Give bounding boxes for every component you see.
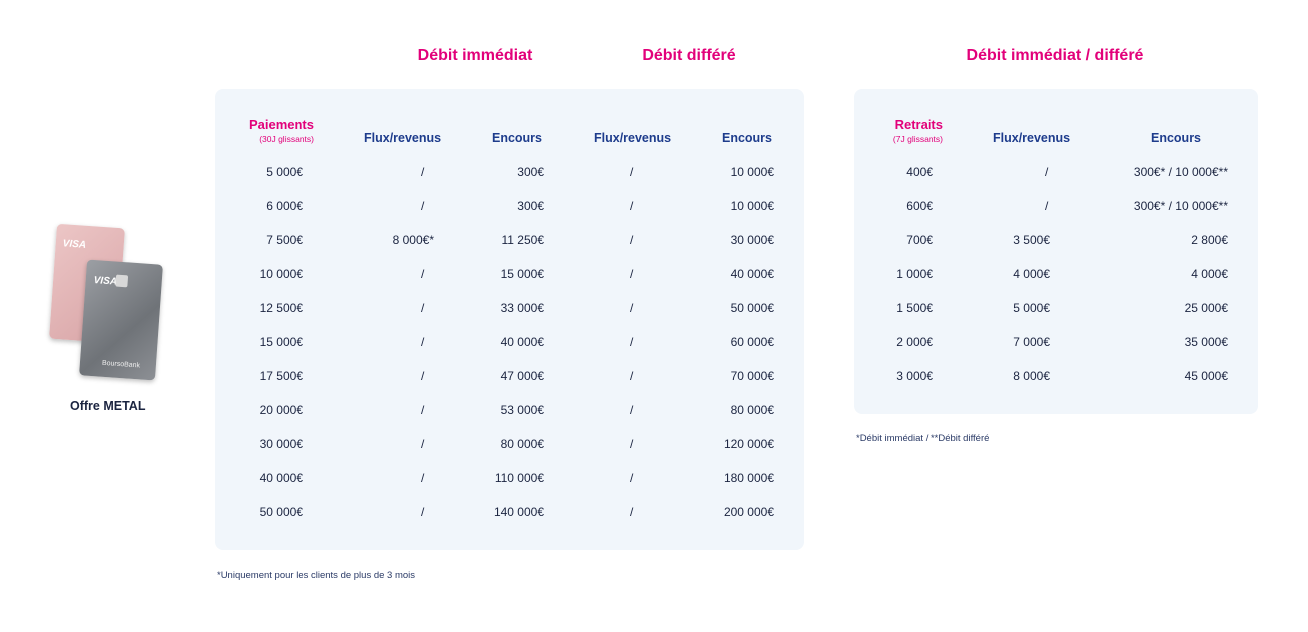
table-cell: / <box>630 403 634 417</box>
withdrawals-title: Retraits <box>894 117 943 132</box>
col-flux-immediate: Flux/revenus <box>364 131 442 145</box>
table-cell: 3 000€ <box>896 369 933 383</box>
table-cell: 10 000€ <box>730 165 774 179</box>
table-cell: / <box>421 505 425 519</box>
table-cell: / <box>421 267 425 281</box>
table-cell: 400€ <box>906 165 933 179</box>
table-cell: / <box>630 267 634 281</box>
col-encours-deferred: Encours <box>721 131 772 145</box>
table-cell: 40 000€ <box>259 471 303 485</box>
heading-deferred: Débit différé <box>642 47 736 64</box>
table-cell: 5 000€ <box>266 165 303 179</box>
table-cell: 4 000€ <box>1013 267 1050 281</box>
payments-footnote: *Uniquement pour les clients de plus de … <box>217 570 416 581</box>
payments-title: Paiements <box>248 117 314 132</box>
table-cell: / <box>630 471 634 485</box>
payments-subtitle: (30J glissants) <box>259 134 314 144</box>
withdrawals-footnote: *Débit immédiat / **Débit différé <box>856 433 990 444</box>
table-cell: 140 000€ <box>493 505 544 519</box>
withdrawals-panel <box>854 89 1258 414</box>
table-cell: 40 000€ <box>500 335 544 349</box>
table-cell: 47 000€ <box>500 369 544 383</box>
table-cell: 35 000€ <box>1184 335 1228 349</box>
table-cell: 200 000€ <box>723 505 774 519</box>
table-cell: / <box>421 471 425 485</box>
table-cell: 25 000€ <box>1184 301 1228 315</box>
table-cell: 20 000€ <box>259 403 303 417</box>
table-cell: 180 000€ <box>723 471 774 485</box>
table-cell: 15 000€ <box>259 335 303 349</box>
chip-icon <box>115 274 129 288</box>
bank-logo: BoursoBank <box>101 359 141 370</box>
table-cell: 110 000€ <box>494 471 544 485</box>
visa-logo: VISA <box>93 275 118 288</box>
table-cell: / <box>630 335 634 349</box>
payments-panel <box>215 89 804 550</box>
table-cell: / <box>421 437 425 451</box>
table-cell: / <box>1045 165 1049 179</box>
table-cell: / <box>630 233 634 247</box>
table-cell: 1 500€ <box>896 301 933 315</box>
offer-label: Offre METAL <box>70 399 146 413</box>
table-cell: 80 000€ <box>730 403 774 417</box>
table-cell: 10 000€ <box>259 267 303 281</box>
table-cell: 40 000€ <box>730 267 774 281</box>
withdrawals-subtitle: (7J glissants) <box>892 134 943 144</box>
table-cell: / <box>630 301 634 315</box>
table-cell: 33 000€ <box>500 301 544 315</box>
table-cell: 120 000€ <box>723 437 774 451</box>
table-cell: 10 000€ <box>730 199 774 213</box>
table-cell: 3 500€ <box>1013 233 1050 247</box>
col-encours-immediate: Encours <box>491 131 542 145</box>
table-cell: / <box>630 437 634 451</box>
table-cell: 7 500€ <box>266 233 303 247</box>
table-cell: 45 000€ <box>1184 369 1228 383</box>
table-cell: 60 000€ <box>730 335 774 349</box>
table-cell: 30 000€ <box>259 437 303 451</box>
table-cell: / <box>421 369 425 383</box>
table-cell: 30 000€ <box>730 233 774 247</box>
table-cell: 4 000€ <box>1191 267 1228 281</box>
table-cell: 80 000€ <box>500 437 544 451</box>
table-cell: 2 000€ <box>896 335 933 349</box>
col-flux-deferred: Flux/revenus <box>594 131 672 145</box>
table-cell: 50 000€ <box>730 301 774 315</box>
table-cell: 8 000€* <box>392 233 434 247</box>
table-cell: / <box>421 335 425 349</box>
silver-card: VISA BoursoBank <box>79 259 163 381</box>
table-cell: 53 000€ <box>500 403 544 417</box>
table-cell: 12 500€ <box>259 301 303 315</box>
table-cell: 300€ <box>517 199 544 213</box>
table-cell: / <box>630 505 634 519</box>
table-cell: 7 000€ <box>1013 335 1050 349</box>
heading-immediate: Débit immédiat <box>417 47 533 64</box>
table-cell: / <box>421 165 425 179</box>
table-cell: / <box>630 199 634 213</box>
table-cell: 2 800€ <box>1191 233 1228 247</box>
table-cell: / <box>421 301 425 315</box>
table-cell: / <box>421 403 425 417</box>
col-flux-withdrawals: Flux/revenus <box>993 131 1071 145</box>
table-cell: 700€ <box>906 233 933 247</box>
table-cell: 11 250€ <box>501 233 545 247</box>
table-cell: 5 000€ <box>1013 301 1050 315</box>
table-cell: 1 000€ <box>896 267 933 281</box>
table-cell: 600€ <box>906 199 933 213</box>
table-cell: / <box>1045 199 1049 213</box>
table-cell: 15 000€ <box>500 267 544 281</box>
table-cell: / <box>630 369 634 383</box>
table-cell: 8 000€ <box>1013 369 1050 383</box>
table-cell: / <box>421 199 425 213</box>
table-cell: 300€* / 10 000€** <box>1133 165 1228 179</box>
table-cell: 300€* / 10 000€** <box>1133 199 1228 213</box>
col-encours-withdrawals: Encours <box>1151 131 1202 145</box>
table-cell: 6 000€ <box>266 199 303 213</box>
heading-both: Débit immédiat / différé <box>966 47 1144 64</box>
table-cell: 70 000€ <box>730 369 774 383</box>
table-cell: 300€ <box>517 165 544 179</box>
table-cell: / <box>630 165 634 179</box>
table-cell: 17 500€ <box>259 369 303 383</box>
table-cell: 50 000€ <box>259 505 303 519</box>
